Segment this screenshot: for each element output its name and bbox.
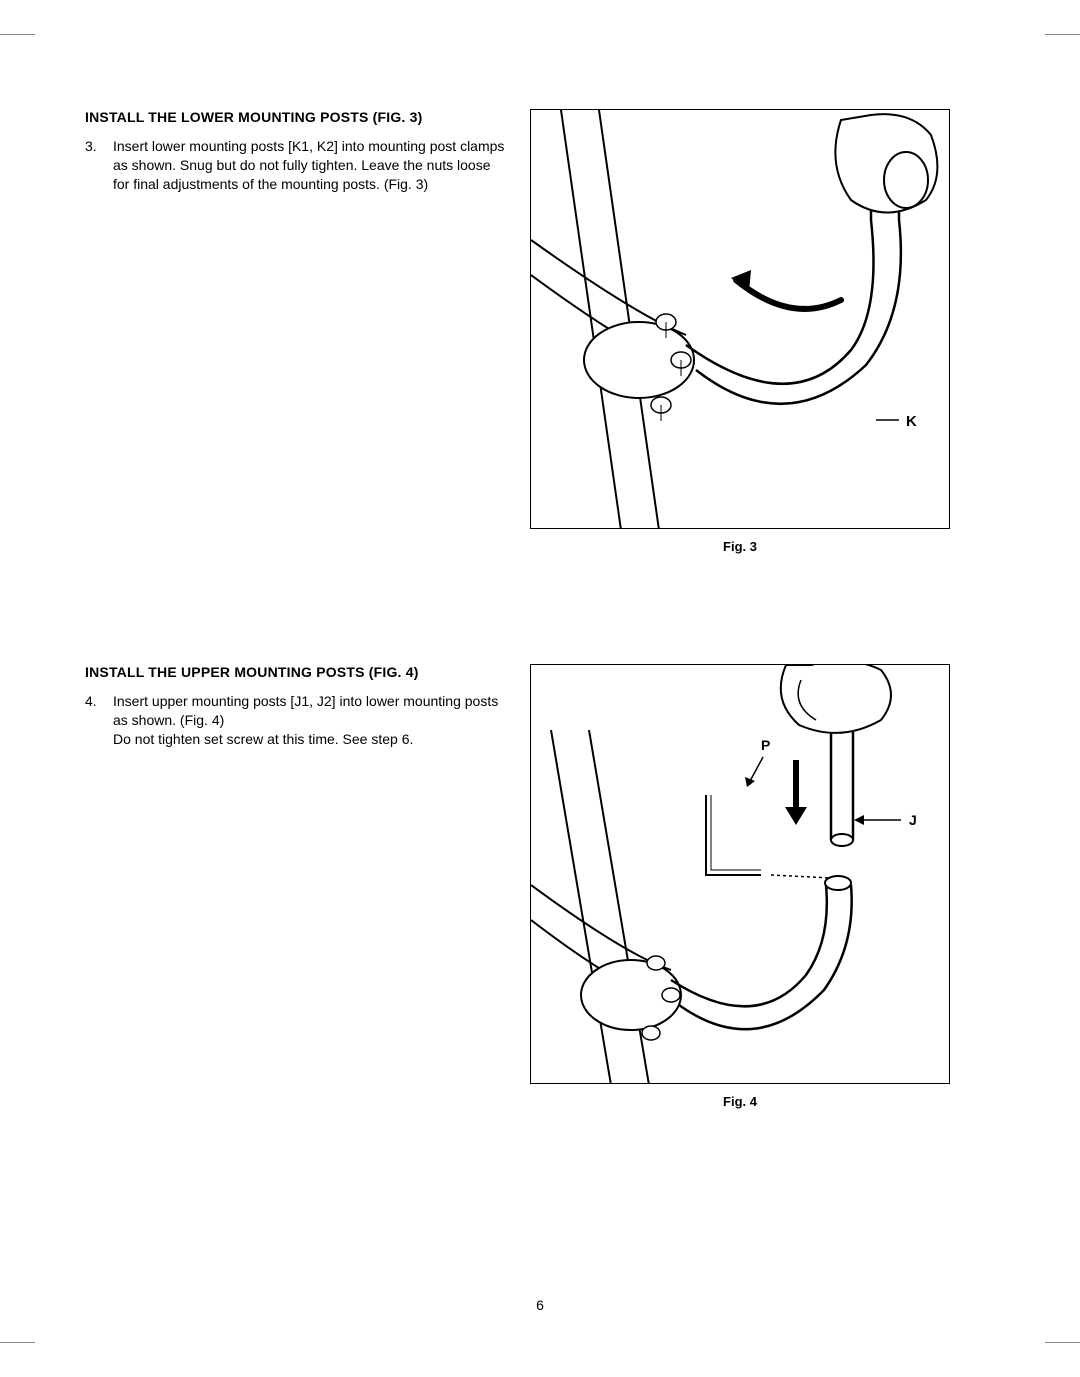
crop-mark [1045, 34, 1080, 35]
figure-column: K Fig. 3 [530, 109, 950, 554]
heading-upper-posts: INSTALL THE UPPER MOUNTING POSTS (FIG. 4… [85, 664, 505, 680]
heading-lower-posts: INSTALL THE LOWER MOUNTING POSTS (FIG. 3… [85, 109, 505, 125]
crop-mark [0, 1342, 35, 1343]
figure-3-caption: Fig. 3 [530, 539, 950, 554]
step-text: Insert lower mounting posts [K1, K2] int… [113, 137, 505, 194]
section-upper-posts: INSTALL THE UPPER MOUNTING POSTS (FIG. 4… [85, 664, 995, 1109]
step-number: 3. [85, 137, 113, 194]
svg-text:K: K [906, 413, 917, 430]
figure-4-illustration: P J [530, 664, 950, 1084]
step-text-line1: Insert upper mounting posts [J1, J2] int… [113, 693, 498, 728]
step-text-line2: Do not tighten set screw at this time. S… [113, 731, 413, 747]
svg-text:J: J [909, 812, 917, 828]
figure-4-caption: Fig. 4 [530, 1094, 950, 1109]
figure-3-illustration: K [530, 109, 950, 529]
crop-mark [1045, 1342, 1080, 1343]
step-4: 4. Insert upper mounting posts [J1, J2] … [85, 692, 505, 749]
step-number: 4. [85, 692, 113, 749]
page-number: 6 [536, 1297, 544, 1313]
step-text: Insert upper mounting posts [J1, J2] int… [113, 692, 505, 749]
text-column: INSTALL THE LOWER MOUNTING POSTS (FIG. 3… [85, 109, 505, 554]
svg-text:P: P [761, 737, 770, 753]
page-content: INSTALL THE LOWER MOUNTING POSTS (FIG. 3… [35, 34, 1045, 1343]
figure-column: P J Fig. 4 [530, 664, 950, 1109]
step-3: 3. Insert lower mounting posts [K1, K2] … [85, 137, 505, 194]
section-lower-posts: INSTALL THE LOWER MOUNTING POSTS (FIG. 3… [85, 109, 995, 554]
crop-mark [0, 34, 35, 35]
text-column: INSTALL THE UPPER MOUNTING POSTS (FIG. 4… [85, 664, 505, 1109]
